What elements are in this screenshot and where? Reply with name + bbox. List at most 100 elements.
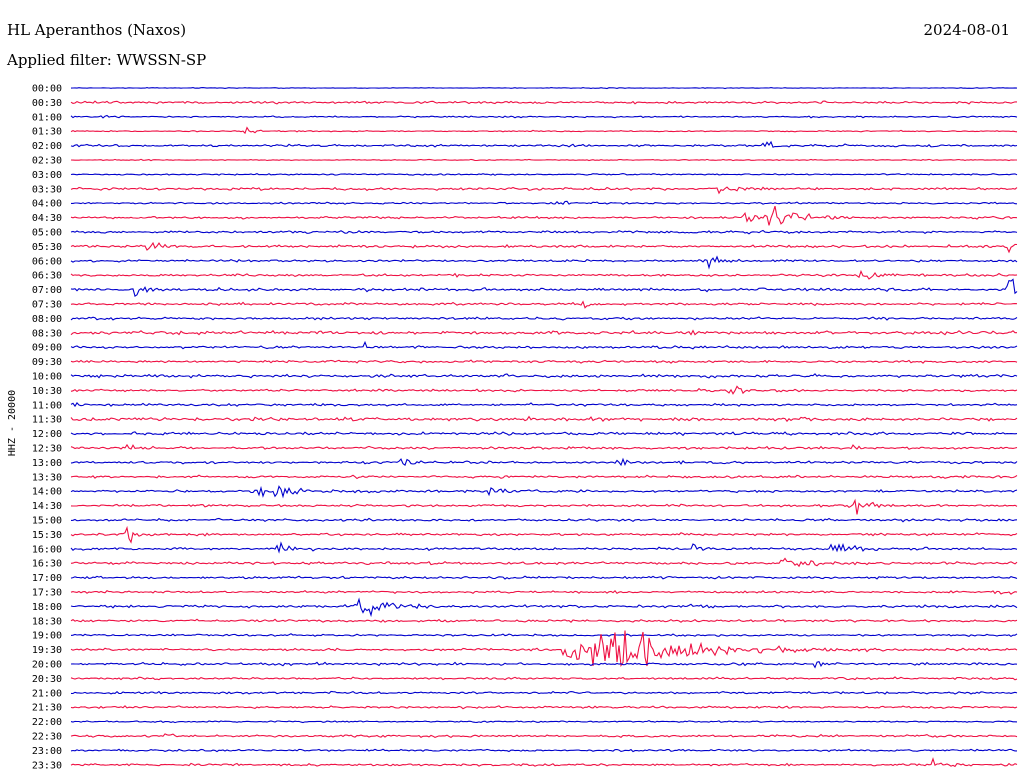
seismogram-trace bbox=[70, 525, 1018, 544]
trace-time-label: 05:30 bbox=[32, 242, 62, 253]
trace-time-label: 06:30 bbox=[32, 271, 62, 282]
trace-time-label: 16:30 bbox=[32, 559, 62, 570]
trace-time-label: 08:30 bbox=[32, 328, 62, 339]
seismogram-trace bbox=[70, 186, 1018, 195]
trace-time-label: 02:30 bbox=[32, 156, 62, 167]
seismogram-trace bbox=[70, 316, 1018, 321]
trace-time-label: 06:00 bbox=[32, 256, 62, 267]
trace-time-label: 07:00 bbox=[32, 285, 62, 296]
trace-time-label: 07:30 bbox=[32, 300, 62, 311]
seismogram-trace bbox=[70, 100, 1017, 105]
seismogram-trace bbox=[70, 748, 1017, 753]
trace-time-label: 04:30 bbox=[32, 213, 62, 224]
trace-time-label: 20:30 bbox=[32, 674, 62, 685]
trace-time-label: 23:30 bbox=[32, 760, 62, 771]
trace-time-label: 14:30 bbox=[32, 501, 62, 512]
seismogram-trace bbox=[70, 557, 1018, 568]
seismogram-trace bbox=[70, 241, 1018, 254]
seismogram-trace bbox=[70, 229, 1018, 235]
seismogram-trace bbox=[70, 278, 1018, 297]
seismogram-trace bbox=[70, 498, 1018, 515]
trace-time-label: 20:00 bbox=[32, 660, 62, 671]
trace-time-label: 04:00 bbox=[32, 199, 62, 210]
seismogram-trace bbox=[70, 457, 1018, 467]
seismogram-trace bbox=[70, 87, 1018, 90]
station-title: HL Aperanthos (Naxos) bbox=[7, 21, 187, 39]
seismogram-trace bbox=[70, 474, 1018, 480]
trace-time-label: 17:30 bbox=[32, 588, 62, 599]
seismogram-trace bbox=[70, 705, 1018, 710]
seismogram-trace bbox=[70, 575, 1018, 580]
seismogram-trace bbox=[70, 172, 1018, 176]
trace-time-label: 03:00 bbox=[32, 170, 62, 181]
seismogram-trace bbox=[70, 733, 1018, 739]
seismogram-trace bbox=[70, 757, 1018, 768]
trace-time-label: 23:00 bbox=[32, 746, 62, 757]
trace-time-label: 11:30 bbox=[32, 415, 62, 426]
trace-time-label: 22:00 bbox=[32, 717, 62, 728]
seismogram-trace bbox=[70, 597, 1018, 618]
seismogram-trace bbox=[70, 661, 1018, 669]
seismogram-trace bbox=[70, 385, 1018, 395]
seismogram-trace bbox=[70, 114, 1018, 119]
trace-time-label: 11:00 bbox=[32, 400, 62, 411]
seismogram-traces bbox=[70, 87, 1018, 768]
trace-time-label: 12:30 bbox=[32, 444, 62, 455]
trace-time-label: 14:00 bbox=[32, 487, 62, 498]
seismogram-trace bbox=[70, 517, 1018, 523]
trace-time-label: 13:30 bbox=[32, 472, 62, 483]
seismogram-trace bbox=[70, 300, 1018, 309]
trace-time-label: 08:00 bbox=[32, 314, 62, 325]
seismogram-trace bbox=[70, 340, 1018, 350]
seismogram-trace bbox=[70, 541, 1018, 554]
seismogram-trace bbox=[70, 205, 1018, 226]
trace-labels: 00:00 00:30 01:00 01:30 02:00 02:30 03:00 03:30… bbox=[32, 84, 62, 772]
channel-axis-label: HHZ - 20000 bbox=[7, 390, 18, 456]
trace-time-label: 05:00 bbox=[32, 228, 62, 239]
seismogram-trace bbox=[70, 140, 1018, 148]
trace-time-label: 21:30 bbox=[32, 703, 62, 714]
seismogram-trace bbox=[70, 255, 1018, 270]
seismogram-trace bbox=[70, 590, 1018, 595]
trace-time-label: 10:30 bbox=[32, 386, 62, 397]
plot-date: 2024-08-01 bbox=[923, 21, 1010, 39]
seismogram-trace bbox=[70, 630, 1018, 667]
seismogram-trace bbox=[70, 415, 1018, 423]
seismogram-trace bbox=[70, 618, 1018, 623]
trace-time-label: 00:00 bbox=[32, 84, 62, 95]
trace-time-label: 22:30 bbox=[32, 732, 62, 743]
seismogram-trace bbox=[70, 359, 1018, 364]
trace-time-label: 01:00 bbox=[32, 112, 62, 123]
trace-time-label: 13:00 bbox=[32, 458, 62, 469]
seismogram-trace bbox=[70, 126, 1018, 135]
trace-time-label: 10:00 bbox=[32, 372, 62, 383]
trace-time-label: 19:30 bbox=[32, 645, 62, 656]
seismogram-trace bbox=[70, 329, 1017, 336]
seismogram-trace bbox=[70, 443, 1018, 451]
seismogram-trace bbox=[70, 431, 1018, 437]
seismogram-trace bbox=[70, 402, 1018, 408]
trace-time-label: 15:00 bbox=[32, 516, 62, 527]
seismogram-trace bbox=[70, 633, 1018, 638]
trace-time-label: 16:00 bbox=[32, 544, 62, 555]
trace-time-label: 02:00 bbox=[32, 141, 62, 152]
filter-label: Applied filter: WWSSN-SP bbox=[7, 51, 207, 69]
trace-time-label: 15:30 bbox=[32, 530, 62, 541]
trace-time-label: 12:00 bbox=[32, 429, 62, 440]
seismogram-trace bbox=[70, 485, 1018, 499]
seismogram-trace bbox=[70, 373, 1018, 379]
trace-time-label: 21:00 bbox=[32, 688, 62, 699]
trace-time-label: 18:00 bbox=[32, 602, 62, 613]
seismogram-trace bbox=[70, 269, 1018, 280]
seismogram-trace bbox=[71, 200, 1018, 205]
trace-time-label: 17:00 bbox=[32, 573, 62, 584]
trace-time-label: 01:30 bbox=[32, 127, 62, 138]
seismogram-trace bbox=[70, 719, 1018, 724]
trace-time-label: 03:30 bbox=[32, 184, 62, 195]
trace-time-label: 09:30 bbox=[32, 357, 62, 368]
trace-time-label: 19:00 bbox=[32, 631, 62, 642]
trace-time-label: 18:30 bbox=[32, 616, 62, 627]
trace-time-label: 00:30 bbox=[32, 98, 62, 109]
seismogram-trace bbox=[70, 158, 1017, 162]
